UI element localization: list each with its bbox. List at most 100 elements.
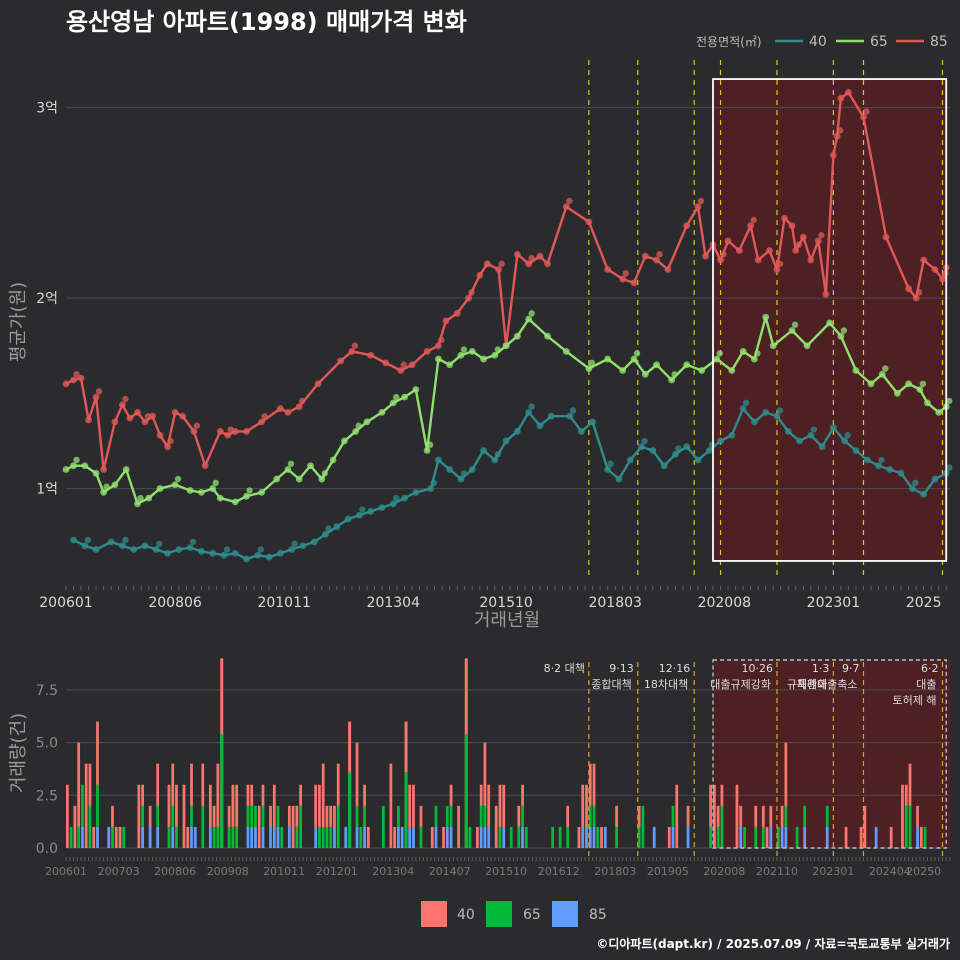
price-x-axis-title: 거래년월 (474, 610, 540, 631)
volume-bar-85 (171, 826, 175, 848)
volume-bar-40 (84, 763, 88, 848)
volume-bar-85 (400, 826, 404, 848)
point-65 (70, 462, 77, 470)
volume-bar-40 (182, 784, 186, 848)
volume-bar-85 (784, 826, 788, 848)
point-65 (668, 376, 676, 384)
volume-bar-40 (667, 826, 671, 848)
volume-bar-85 (96, 826, 99, 848)
point-65 (62, 466, 70, 473)
point-65 (826, 319, 834, 327)
point-40 (427, 485, 435, 492)
volume-bar-40 (908, 763, 912, 806)
point-65 (186, 487, 194, 494)
point-65 (739, 348, 747, 355)
point-85 (694, 203, 702, 211)
point-85 (201, 462, 209, 470)
point-65 (378, 408, 386, 416)
point-85 (754, 256, 762, 264)
top-legend: 전용면적(㎡) 40 65 85 (696, 34, 948, 50)
volume-bar-65 (825, 805, 829, 827)
price-y-tick: 3억 (36, 101, 58, 117)
point-40 (908, 485, 916, 492)
volume-bar-65 (908, 805, 912, 848)
point-85 (95, 388, 103, 395)
point-85 (525, 260, 533, 268)
point-40 (141, 542, 149, 550)
point-85 (773, 266, 781, 273)
point-40 (356, 511, 363, 519)
volume-panel: 0.0 2.5 5.0 7.5 8·2 대책 9·13 종합대책 12·16 18차대책 10·2… (36, 658, 951, 878)
point-85 (697, 197, 705, 205)
point-85 (833, 132, 841, 140)
policy-label: 대출 (916, 678, 936, 691)
volume-bar-85 (585, 826, 588, 848)
volume-bar-65 (517, 826, 521, 848)
point-85 (299, 397, 306, 405)
point-65 (630, 355, 638, 363)
point-85 (141, 418, 149, 426)
volume-bar-40 (919, 826, 923, 848)
volume-bar-85 (333, 826, 336, 848)
point-65 (243, 492, 250, 500)
point-40 (728, 431, 736, 439)
volume-bar-65 (156, 805, 160, 827)
volume-bar-65 (434, 805, 438, 827)
point-85 (77, 374, 85, 382)
volume-bar-65 (795, 826, 799, 848)
point-65 (435, 355, 442, 363)
point-65 (588, 359, 596, 367)
point-65 (762, 313, 770, 321)
point-85 (85, 416, 92, 424)
volume-bar-65 (295, 826, 299, 848)
volume-y-tick: 0.0 (36, 841, 58, 857)
volume-bar-65 (325, 826, 329, 848)
point-40 (912, 479, 919, 487)
point-65 (754, 350, 761, 357)
volume-bar-65 (261, 805, 265, 827)
volume-bar-40 (419, 805, 423, 827)
volume-bar-65 (88, 805, 92, 848)
bar-legend-key-40 (421, 901, 447, 927)
point-40 (694, 456, 702, 464)
legend-label-85: 85 (930, 34, 948, 50)
point-65 (273, 475, 281, 483)
volume-x-tick: 201304 (372, 865, 414, 878)
policy-label: 10·26 (741, 662, 773, 675)
point-40 (223, 546, 231, 553)
point-40 (844, 432, 851, 439)
point-85 (100, 466, 108, 473)
volume-bar-65 (776, 826, 780, 848)
point-85 (400, 361, 407, 368)
volume-bar-40 (261, 784, 265, 806)
volume-bar-40 (735, 784, 739, 848)
point-65 (867, 380, 875, 388)
volume-bar-85 (592, 826, 596, 848)
volume-bar-85 (483, 826, 487, 848)
volume-bar-40 (449, 784, 453, 806)
volume-bar-65 (329, 826, 333, 848)
point-85 (664, 266, 672, 273)
point-40 (796, 437, 803, 445)
volume-bar-40 (88, 763, 92, 806)
point-65 (525, 315, 533, 323)
point-85 (939, 275, 946, 283)
point-40 (626, 456, 634, 464)
point-85 (795, 241, 802, 248)
point-85 (261, 412, 268, 420)
point-40 (460, 470, 468, 477)
volume-bar-40 (231, 784, 235, 827)
volume-bar-40 (287, 805, 291, 827)
volume-bar-85 (193, 826, 197, 848)
point-65 (307, 462, 314, 470)
volume-bar-40 (333, 805, 336, 827)
volume-bar-40 (257, 805, 261, 848)
point-85 (837, 94, 845, 102)
volume-bar-65 (904, 805, 908, 848)
volume-bar-85 (408, 826, 412, 848)
point-40 (378, 504, 386, 512)
volume-bar-65 (566, 826, 570, 848)
point-40 (776, 407, 784, 414)
point-40 (494, 451, 502, 458)
point-65 (641, 370, 649, 378)
